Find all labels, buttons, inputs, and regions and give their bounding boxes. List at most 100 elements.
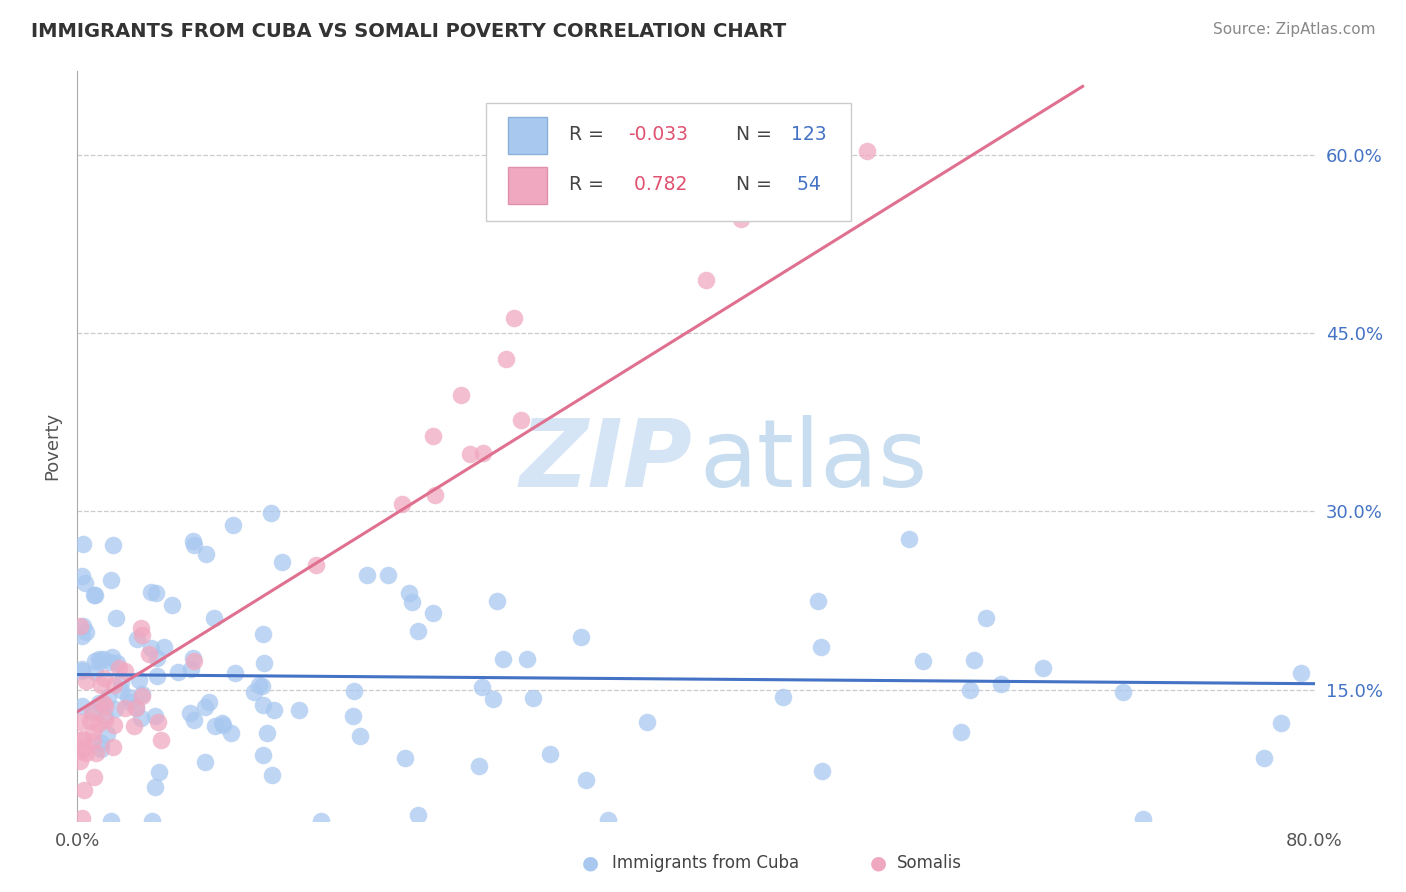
Point [87, 652, 110, 666]
Point [82, 705, 104, 719]
Point [730, 212, 752, 227]
Text: Somalis: Somalis [897, 855, 962, 872]
Point [963, 653, 986, 667]
Point [70, 699, 93, 714]
Point [120, 695, 142, 709]
Point [97, 690, 120, 705]
Point [204, 719, 226, 733]
FancyBboxPatch shape [508, 117, 547, 154]
Point [183, 538, 205, 552]
Point [195, 547, 218, 561]
Point [253, 656, 276, 670]
Point [270, 555, 292, 569]
Point [183, 713, 205, 727]
Point [100, 573, 122, 587]
Point [82, 725, 104, 739]
Point [598, 813, 620, 827]
Point [114, 701, 136, 715]
Point [219, 725, 242, 739]
Point [70, 662, 93, 676]
Text: atlas: atlas [700, 415, 928, 507]
Point [224, 665, 246, 680]
Point [96, 726, 118, 740]
Point [950, 725, 973, 739]
Point [72, 537, 94, 551]
Point [181, 533, 204, 548]
Text: ●: ● [582, 854, 599, 873]
Point [91, 652, 114, 666]
Point [406, 807, 429, 822]
Text: 54: 54 [792, 175, 821, 194]
Point [467, 759, 489, 773]
Point [990, 677, 1012, 691]
Point [83, 588, 105, 602]
Point [243, 685, 266, 699]
Point [107, 661, 129, 675]
Point [139, 584, 162, 599]
Point [145, 586, 167, 600]
Point [897, 533, 920, 547]
Point [105, 656, 128, 670]
Point [73, 575, 96, 590]
Text: ZIP: ZIP [519, 415, 692, 507]
Point [100, 814, 122, 828]
Point [105, 611, 128, 625]
Point [94, 699, 117, 714]
Point [69, 714, 91, 729]
Point [110, 674, 132, 689]
Point [1112, 684, 1135, 698]
Point [636, 714, 658, 729]
Point [817, 145, 839, 160]
Point [75, 747, 97, 761]
Point [110, 683, 132, 698]
Point [84, 746, 107, 760]
Point [288, 703, 311, 717]
Text: 0.782: 0.782 [628, 175, 688, 194]
Point [810, 640, 832, 654]
Point [807, 594, 830, 608]
Point [471, 445, 494, 459]
Point [343, 683, 366, 698]
Point [129, 621, 152, 635]
Point [98, 655, 121, 669]
Point [124, 701, 146, 715]
Point [260, 506, 283, 520]
Text: IMMIGRANTS FROM CUBA VS SOMALI POVERTY CORRELATION CHART: IMMIGRANTS FROM CUBA VS SOMALI POVERTY C… [31, 22, 786, 41]
Point [90, 741, 112, 756]
Point [495, 351, 517, 366]
Point [91, 696, 114, 710]
Point [422, 429, 444, 443]
Point [460, 446, 482, 460]
Point [198, 695, 221, 709]
Point [90, 736, 112, 750]
Point [486, 594, 509, 608]
Point [491, 652, 513, 666]
Point [70, 664, 93, 678]
Point [69, 618, 91, 632]
Point [143, 780, 166, 794]
Point [93, 671, 115, 685]
Point [569, 630, 592, 644]
Point [342, 709, 364, 723]
Point [1253, 751, 1275, 765]
Point [73, 739, 96, 754]
Point [93, 713, 115, 727]
Point [181, 651, 204, 665]
Point [356, 567, 378, 582]
Point [194, 700, 217, 714]
Point [125, 700, 148, 714]
FancyBboxPatch shape [508, 167, 547, 204]
Point [83, 654, 105, 668]
Point [104, 702, 127, 716]
Point [252, 748, 274, 763]
Point [114, 664, 136, 678]
Point [72, 619, 94, 633]
Point [249, 678, 271, 692]
Point [129, 711, 152, 725]
Point [801, 146, 824, 161]
Point [148, 764, 170, 779]
Point [252, 627, 274, 641]
Point [72, 731, 94, 746]
Point [117, 690, 139, 704]
Point [575, 772, 598, 787]
